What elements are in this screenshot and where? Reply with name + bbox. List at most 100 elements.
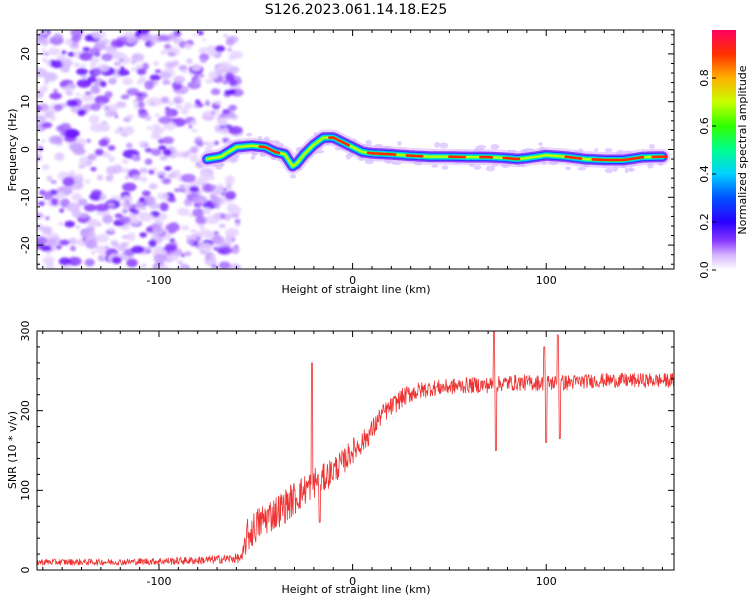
noise-blob <box>114 213 123 219</box>
noise-blob <box>167 51 177 57</box>
noise-blob <box>178 64 188 72</box>
noise-blob <box>139 76 147 83</box>
noise-blob <box>213 231 219 235</box>
noise-blob <box>186 239 195 245</box>
noise-blob <box>144 158 153 165</box>
noise-blob <box>151 148 162 156</box>
noise-blob <box>42 52 50 56</box>
noise-blob <box>198 47 207 54</box>
noise-blob <box>67 51 76 57</box>
noise-blob <box>50 59 64 69</box>
noise-blob <box>205 255 212 260</box>
noise-blob <box>71 192 82 201</box>
colorbar-tick-label: 0.0 <box>698 261 711 279</box>
noise-blob <box>91 30 107 40</box>
noise-blob <box>44 80 49 85</box>
noise-blob <box>126 35 137 44</box>
ridge-halo-blob <box>439 142 449 149</box>
noise-blob <box>177 260 184 266</box>
noise-blob <box>210 88 221 96</box>
noise-blob <box>149 74 161 81</box>
noise-blob <box>57 222 64 226</box>
noise-blob <box>96 233 109 243</box>
noise-blob <box>89 57 101 64</box>
noise-blob <box>180 253 186 258</box>
noise-blob <box>59 239 70 246</box>
noise-blob <box>112 243 119 248</box>
noise-blob <box>88 114 100 125</box>
spectrogram-x-axis-label: Height of straight line (km) <box>281 283 430 296</box>
noise-blob <box>75 92 81 97</box>
noise-blob <box>157 34 170 42</box>
noise-blob <box>102 214 113 224</box>
noise-blob <box>176 207 190 217</box>
snr-panel: -100 0 100 0 100 200 300 Height of straight li… <box>6 321 675 596</box>
noise-blob <box>229 263 242 269</box>
ridge-halo-blob <box>365 139 372 146</box>
noise-blob <box>126 232 136 242</box>
noise-blob <box>93 67 102 75</box>
noise-blob <box>89 62 97 69</box>
noise-blob <box>189 229 197 233</box>
noise-blob <box>77 109 86 117</box>
noise-blob <box>55 244 62 250</box>
snr-ytick-label: 300 <box>19 321 32 342</box>
noise-blob <box>84 179 91 184</box>
noise-blob <box>140 176 148 183</box>
noise-blob <box>99 196 105 202</box>
noise-blob <box>110 51 124 60</box>
spectrogram-ytick-label: 10 <box>19 95 32 109</box>
noise-blob <box>223 34 228 38</box>
noise-blob <box>43 190 53 201</box>
noise-blob <box>206 141 215 148</box>
noise-blob <box>191 63 202 72</box>
noise-blob <box>168 33 177 40</box>
noise-blob <box>124 175 130 180</box>
noise-blob <box>144 115 152 121</box>
noise-blob <box>41 226 53 235</box>
noise-blob <box>83 159 92 167</box>
noise-blob <box>201 183 215 193</box>
ridge-halo-blob <box>490 143 500 150</box>
noise-blob <box>222 108 231 115</box>
noise-blob <box>112 74 120 79</box>
noise-blob <box>198 73 205 78</box>
noise-blob <box>173 60 179 66</box>
noise-blob <box>64 38 74 46</box>
snr-xtick-label: 0 <box>349 575 356 588</box>
noise-blob <box>204 101 211 106</box>
noise-blob <box>225 38 235 46</box>
noise-blob <box>122 126 135 136</box>
colorbar-tick-label: 0.6 <box>698 117 711 135</box>
noise-blob <box>159 155 169 161</box>
noise-blob <box>79 177 84 182</box>
noise-blob <box>146 97 163 107</box>
noise-blob <box>142 190 151 197</box>
noise-blob <box>108 77 117 85</box>
ridge-halo-blob <box>345 153 352 160</box>
spectrogram-xtick-label: 0 <box>349 274 356 287</box>
ridge-halo-blob <box>577 166 587 171</box>
noise-blob <box>62 176 75 187</box>
noise-blob <box>41 164 50 171</box>
noise-blob <box>169 238 175 243</box>
ridge-halo-blob <box>434 141 441 148</box>
ridge-halo-blob <box>250 155 256 160</box>
noise-blob <box>77 198 88 206</box>
noise-blob <box>164 44 172 49</box>
noise-blob <box>225 137 230 141</box>
noise-blob <box>145 226 154 233</box>
noise-blob <box>37 155 42 162</box>
noise-blob <box>145 249 152 254</box>
noise-blob <box>66 202 81 212</box>
noise-blob <box>139 232 147 238</box>
noise-blob <box>70 30 84 37</box>
noise-blob <box>179 188 186 193</box>
noise-blob <box>159 71 171 80</box>
noise-blob <box>50 180 57 184</box>
ridge-layer <box>206 136 664 168</box>
noise-blob <box>87 76 97 83</box>
snr-xtick-label: -100 <box>146 575 171 588</box>
noise-blob <box>235 222 241 227</box>
noise-blob <box>144 147 153 153</box>
